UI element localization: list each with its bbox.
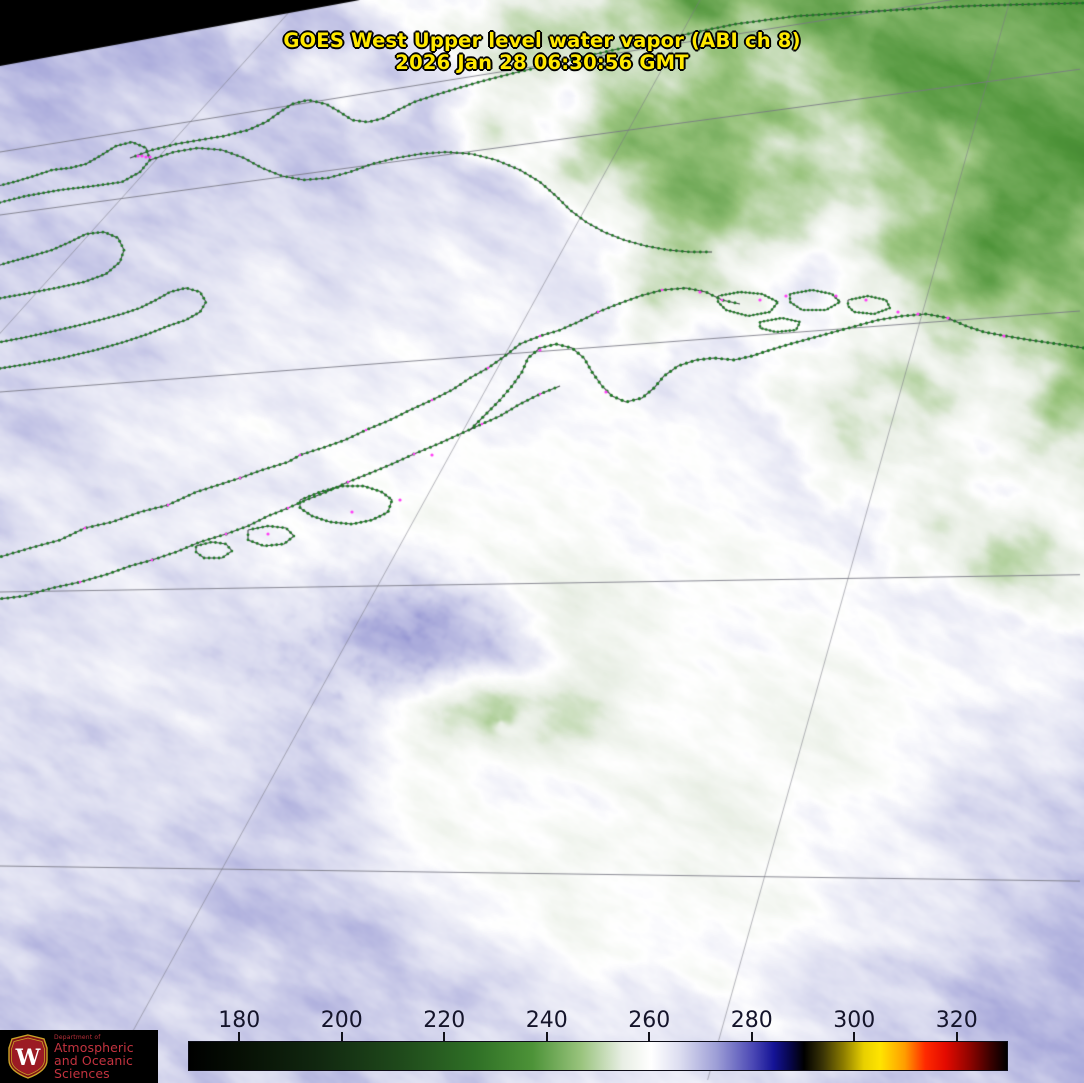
colorbar-tick <box>853 1032 856 1041</box>
uw-crest-icon: W <box>8 1034 48 1079</box>
colorbar-tick <box>443 1032 446 1041</box>
colorbar-tick-marks <box>188 1032 1008 1041</box>
logo-text-block: Department of Atmospheric and Oceanic Sc… <box>54 1034 158 1081</box>
uw-aos-logo: W Department of Atmospheric and Oceanic … <box>0 1030 158 1083</box>
colorbar <box>188 1032 1008 1071</box>
colorbar-tick <box>545 1032 548 1041</box>
svg-text:W: W <box>15 1045 41 1071</box>
colorbar-tick <box>238 1032 241 1041</box>
logo-department-label: Department of <box>54 1034 101 1041</box>
colorbar-gradient-bar <box>188 1041 1008 1071</box>
colorbar-tick <box>648 1032 651 1041</box>
colorbar-tick <box>955 1032 958 1041</box>
colorbar-tick <box>750 1032 753 1041</box>
colorbar-tick <box>340 1032 343 1041</box>
logo-line-two: and Oceanic Sciences <box>54 1052 133 1081</box>
logo-line-one: Atmospheric <box>54 1040 134 1056</box>
